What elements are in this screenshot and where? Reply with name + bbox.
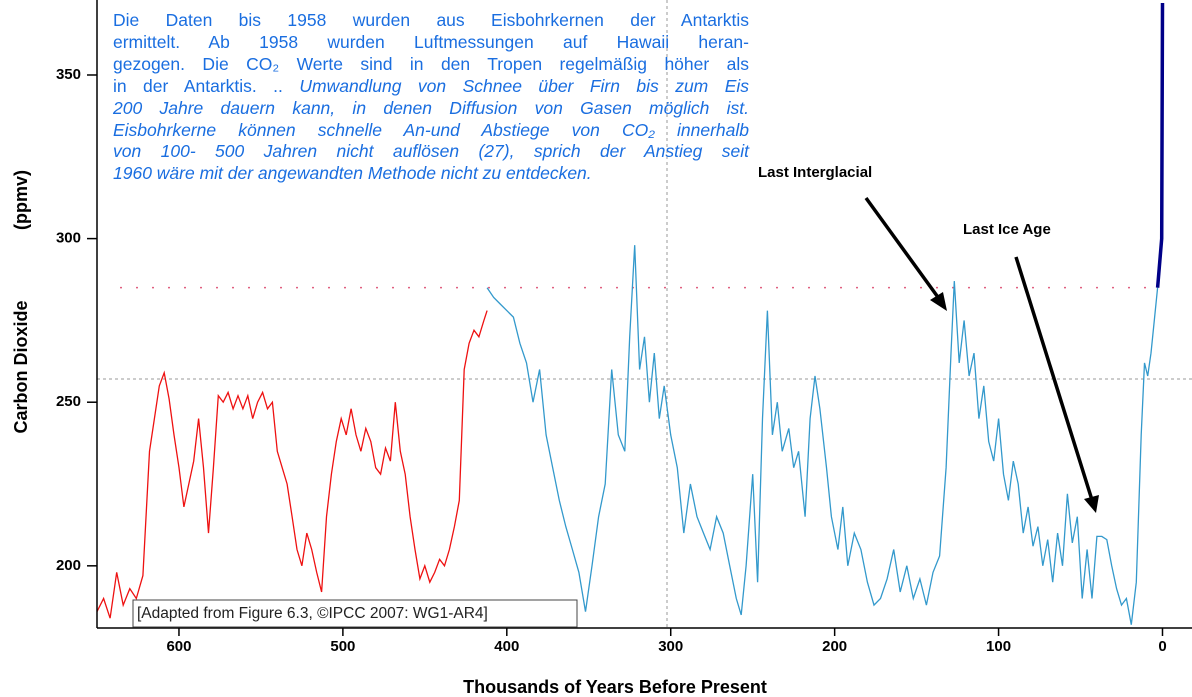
annotation: Last Ice Age: [963, 221, 1051, 238]
y-tick-label: 350: [56, 66, 81, 83]
arrow: [864, 196, 942, 302]
note-text: von 100- 500 Jahren nicht auflösen (27),…: [113, 141, 749, 162]
y-tick-label: 250: [56, 393, 81, 410]
x-tick-label: 600: [166, 638, 191, 655]
source-box: [132, 599, 578, 628]
note-text: gezogen. Die CO₂ Werte sind in den Trope…: [113, 53, 749, 74]
arrow-head: [930, 292, 947, 311]
arrow-head: [1084, 495, 1099, 513]
note-line: gezogen. Die CO₂ Werte sind in den Trope…: [113, 54, 749, 76]
note-line: Die Daten bis 1958 wurden aus Eisbohrker…: [113, 10, 749, 32]
y-axis-unit: (ppmv): [11, 170, 31, 230]
x-tick-label: 500: [330, 638, 355, 655]
note-line: in der Antarktis. .. Umwandlung von Schn…: [113, 76, 749, 98]
source: [Adapted from Figure 6.3, ©IPCC 2007: WG…: [137, 605, 488, 622]
x-axis-title: Thousands of Years Before Present: [463, 677, 767, 697]
data-line: [97, 310, 488, 619]
note-line: Eisbohrkerne können schnelle An-und Abst…: [113, 120, 749, 142]
y-axis-title: Carbon Dioxide: [11, 300, 31, 433]
note-text: in der Antarktis. ..: [113, 75, 300, 96]
annotation: Last Interglacial: [758, 164, 872, 181]
x-tick-label: 200: [822, 638, 847, 655]
y-tick-label: 300: [56, 230, 81, 247]
note-line: 1960 wäre mit der angewandten Methode ni…: [113, 163, 749, 185]
note-text: 1960 wäre mit der angewandten Methode ni…: [113, 163, 592, 184]
x-tick-label: 300: [658, 638, 683, 655]
note-text: ermittelt. Ab 1958 wurden Luftmessungen …: [113, 31, 749, 52]
note-text: Die Daten bis 1958 wurden aus Eisbohrker…: [113, 10, 749, 30]
arrow: [1014, 256, 1094, 501]
x-tick-label: 100: [986, 638, 1011, 655]
note-text: Eisbohrkerne können schnelle An-und Abst…: [113, 119, 749, 140]
note-line: von 100- 500 Jahren nicht auflösen (27),…: [113, 141, 749, 163]
note-text: Umwandlung von Schnee über Firn bis zum …: [299, 75, 750, 96]
data-line: [486, 245, 1159, 625]
data-line: [1155, 3, 1165, 288]
y-tick-label: 200: [56, 557, 81, 574]
note-text: 200 Jahre dauern kann, in denen Diffusio…: [113, 97, 749, 118]
x-tick-label: 400: [494, 638, 519, 655]
note-line: 200 Jahre dauern kann, in denen Diffusio…: [113, 98, 749, 120]
note-line: ermittelt. Ab 1958 wurden Luftmessungen …: [113, 32, 749, 54]
note: Die Daten bis 1958 wurden aus Eisbohrker…: [113, 10, 749, 185]
x-tick-label: 0: [1158, 638, 1166, 655]
